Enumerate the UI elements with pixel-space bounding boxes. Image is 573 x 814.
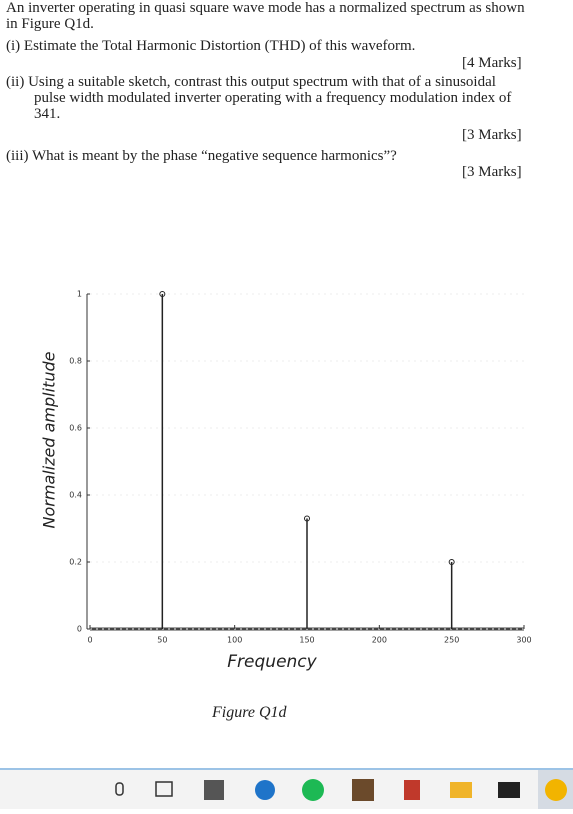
x-tick-label: 50: [157, 636, 167, 645]
x-tick-label: 100: [227, 636, 242, 645]
intro: An inverter operating in quasi square wa…: [6, 0, 525, 32]
edge-icon[interactable]: [255, 780, 275, 800]
y-tick-label: 1: [77, 290, 82, 299]
task-view-icon[interactable]: [155, 781, 173, 797]
y-tick-label: 0.8: [69, 357, 82, 366]
mail-icon[interactable]: [498, 782, 520, 798]
spotify-icon[interactable]: [302, 779, 324, 801]
chart: 0 0.2 0.4 0.6 0.8 1 0 50 100 150 200 250 300 Frequenc…: [40, 290, 532, 673]
stem-marker: [448, 559, 455, 565]
y-tick-label: 0: [77, 625, 82, 634]
x-axis-label: Frequency: [227, 652, 317, 672]
minecraft-icon[interactable]: [352, 779, 374, 801]
explorer-icon[interactable]: [450, 782, 472, 798]
marks: [4 Marks]: [462, 55, 522, 71]
taskbar: [0, 768, 573, 809]
y-tick-label: 0.4: [69, 491, 82, 500]
x-tick-label: 300: [516, 636, 531, 645]
marks: [3 Marks]: [462, 164, 522, 180]
x-tick-label: 0: [87, 636, 92, 645]
x-tick-label: 250: [444, 636, 459, 645]
stem-marker: [304, 515, 310, 522]
stem-marker: [159, 291, 166, 297]
chrome-icon[interactable]: [545, 779, 567, 801]
marks: [3 Marks]: [462, 127, 522, 143]
popcorn-icon[interactable]: [404, 780, 420, 800]
caption: Figure Q1d: [212, 704, 287, 721]
y-tick-label: 0.6: [69, 424, 82, 433]
question: (iii) What is meant by the phase “negati…: [6, 148, 397, 164]
y-axis-label: Normalized amplitude: [40, 351, 59, 528]
question: (i) Estimate the Total Harmonic Distorti…: [6, 38, 416, 54]
store-icon[interactable]: [204, 780, 224, 800]
x-tick-label: 150: [299, 636, 314, 645]
mic-icon[interactable]: [115, 782, 124, 796]
y-tick-label: 0.2: [69, 558, 82, 567]
question: (ii) Using a suitable sketch, contrast t…: [6, 74, 512, 122]
taskbar-icons: [115, 770, 573, 809]
x-tick-label: 200: [372, 636, 387, 645]
